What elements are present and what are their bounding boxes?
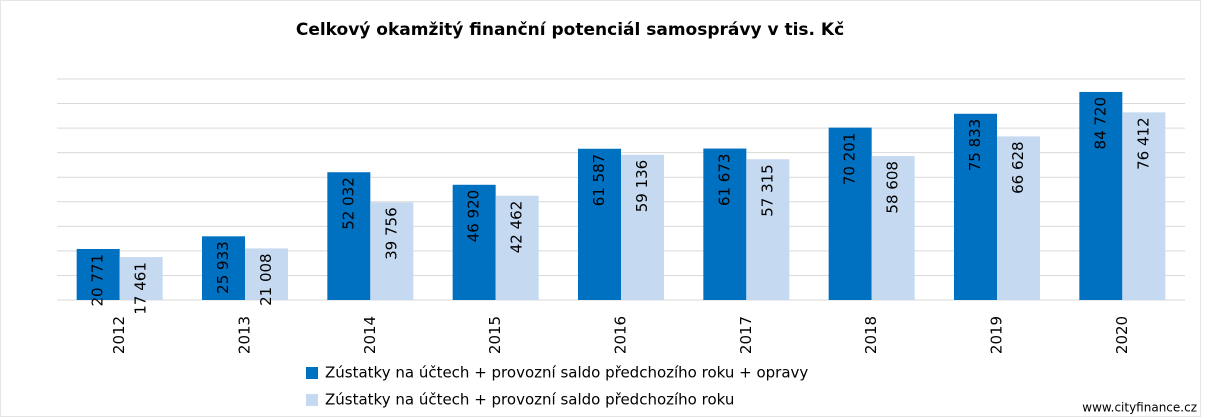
data-label: 57 315	[758, 164, 776, 217]
data-label: 21 008	[257, 253, 275, 306]
data-label: 70 201	[841, 133, 859, 186]
x-tick-label: 2017	[737, 316, 755, 354]
data-label: 42 462	[508, 201, 526, 254]
source: www.cityfinance.cz	[1082, 401, 1197, 415]
data-label: 58 608	[884, 161, 902, 214]
x-tick-label: 2018	[862, 316, 880, 354]
data-label: 75 833	[966, 119, 984, 172]
data-label: 20 771	[89, 254, 107, 307]
data-label: 52 032	[339, 177, 357, 230]
bar	[119, 257, 163, 300]
data-label: 61 587	[590, 154, 608, 207]
data-label: 59 136	[633, 160, 651, 213]
data-label: 46 920	[465, 190, 483, 243]
x-tick-label: 2020	[1113, 316, 1131, 354]
x-tick-label: 2019	[988, 316, 1006, 354]
x-tick-label: 2012	[110, 316, 128, 354]
bar	[452, 184, 496, 300]
x-tick-label: 2015	[486, 316, 504, 354]
legend-swatch	[306, 367, 318, 379]
bar	[245, 248, 288, 300]
data-label: 66 628	[1009, 141, 1027, 194]
bar	[954, 113, 997, 300]
x-tick-label: 2013	[236, 316, 254, 354]
bar	[746, 159, 790, 300]
bar	[578, 148, 621, 300]
bar	[621, 154, 664, 300]
bar	[1122, 112, 1166, 300]
data-label: 17 461	[132, 262, 150, 315]
bar	[1079, 91, 1123, 300]
bar	[327, 172, 371, 300]
bar	[370, 202, 414, 300]
chart-title: Celkový okamžitý finanční potenciál samo…	[296, 20, 844, 40]
bar	[495, 195, 539, 300]
legend-swatch	[306, 394, 318, 406]
data-label: 76 412	[1134, 117, 1152, 170]
data-label: 84 720	[1091, 97, 1109, 150]
bar	[871, 156, 915, 300]
x-tick-label: 2016	[612, 316, 630, 354]
data-label: 61 673	[715, 154, 733, 207]
legend-label: Zústatky na účtech + provozní saldo před…	[325, 391, 734, 409]
bar	[997, 136, 1040, 300]
bar	[202, 236, 245, 300]
data-label: 39 756	[382, 207, 400, 260]
data-label: 25 933	[214, 241, 232, 293]
bar	[703, 148, 747, 300]
bar	[76, 248, 120, 300]
x-tick-label: 2014	[361, 316, 379, 354]
legend-label: Zústatky na účtech + provozní saldo před…	[325, 364, 808, 382]
bar	[828, 127, 872, 300]
